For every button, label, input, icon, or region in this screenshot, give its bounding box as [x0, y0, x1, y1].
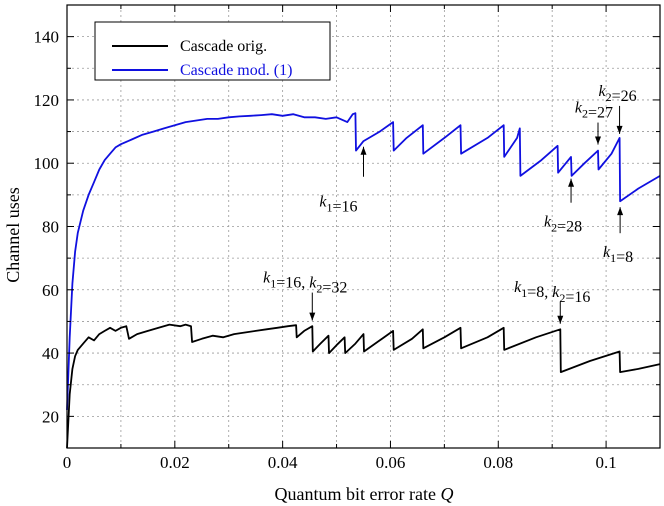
x-tick-label: 0.08: [483, 453, 513, 472]
legend: Cascade orig. Cascade mod. (1): [94, 21, 331, 81]
y-tick-label: 120: [34, 91, 60, 110]
y-tick-label: 40: [42, 344, 59, 363]
annotation-label: k1=8, k2=16: [514, 279, 590, 306]
y-tick-label: 140: [34, 28, 60, 47]
annotation-arrowhead: [616, 125, 623, 134]
annotation-arrowhead: [595, 136, 602, 145]
annotation: k1=16, k2=32: [263, 270, 347, 321]
annotation-arrowhead: [617, 207, 624, 216]
series-line-cascade-mod: [66, 112, 661, 411]
x-axis-title: Quantum bit error rate Q: [275, 484, 454, 504]
annotation-label: k1=8: [603, 244, 633, 266]
annotation-arrowhead: [360, 146, 367, 155]
annotation: k2=28: [544, 178, 582, 236]
y-tick-label: 100: [34, 154, 60, 173]
x-axis-title-text: Quantum bit error rate: [275, 484, 436, 504]
annotation-arrowhead: [309, 312, 316, 321]
series-layer: [66, 112, 661, 449]
y-axis-title: Channel uses: [3, 187, 23, 282]
x-tick-label: 0.02: [160, 453, 190, 472]
annotation: k1=16: [319, 146, 367, 216]
annotation: k2=26: [598, 83, 637, 134]
x-tick-label: 0.04: [268, 453, 298, 472]
annotation-label: k2=27: [575, 100, 613, 122]
annotation-arrowhead: [568, 178, 575, 187]
y-tick-label: 20: [42, 407, 59, 426]
annotation: k1=8, k2=16: [514, 279, 590, 324]
legend-label-mod: Cascade mod. (1): [180, 62, 292, 79]
x-axis-title-variable: Q: [440, 484, 453, 504]
x-tick-label: 0.1: [595, 453, 616, 472]
annotation: k1=8: [603, 207, 633, 266]
annotation-arrowhead: [557, 315, 564, 324]
y-tick-label: 60: [42, 281, 59, 300]
x-tick-label: 0: [63, 453, 72, 472]
annotation-label: k1=16, k2=32: [263, 270, 347, 297]
tick-layer: 0 0.02 0.04 0.06 0.08 0.1 20 40 60 80 100 120 140: [34, 4, 661, 472]
series-line-cascade-orig: [66, 323, 661, 449]
annotation: k2=27: [575, 100, 613, 145]
annotation-label: k1=16: [319, 194, 357, 216]
annotation-label: k2=26: [598, 83, 636, 105]
annotation-label: k2=28: [544, 214, 582, 236]
y-tick-label: 80: [42, 218, 59, 237]
legend-label-orig: Cascade orig.: [180, 38, 267, 55]
x-tick-label: 0.06: [376, 453, 406, 472]
